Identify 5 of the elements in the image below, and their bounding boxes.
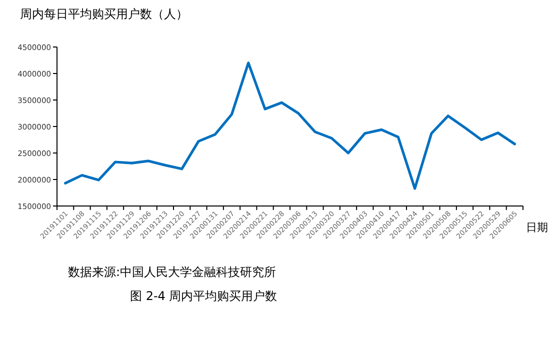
y-axis-title: 周内每日平均购买用户数（人） (20, 7, 188, 21)
line-series (64, 62, 516, 190)
source-note: 数据来源:中国人民大学金融科技研究所 (68, 265, 276, 279)
x-axis-title: 日期 (526, 221, 548, 234)
caption: 图 2-4 周内平均购买用户数 (130, 289, 278, 303)
